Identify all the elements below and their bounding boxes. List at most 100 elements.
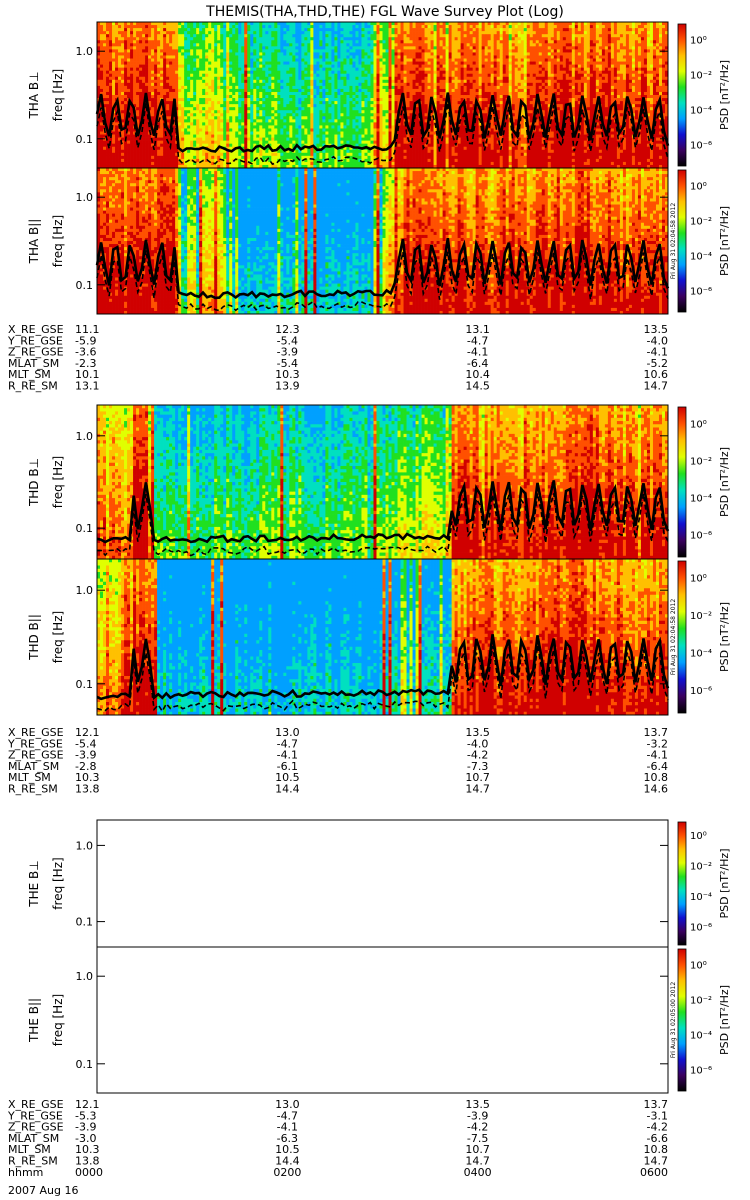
ephemeris-value: 14.7 (644, 1155, 669, 1168)
colorbar-tick-label: 10⁰ (690, 831, 707, 842)
colorbar-tick-label: 10⁻² (690, 862, 712, 873)
colorbar-tick-label: 10⁻⁴ (690, 649, 712, 660)
panel-label: THD B⊥ (27, 458, 41, 507)
timestamp-stamp: Fri Aug 31 02:05:00 2012 (670, 982, 677, 1059)
spectrogram-panel: 1.0 0.1 THA B⊥ freq [Hz] 10⁰ 10⁻² 10⁻⁴ 10⁻⁶ PSD … (27, 21, 731, 169)
ephemeris-value: 13.7 (644, 726, 669, 739)
ephemeris-row-label: Y_RE_GSE (7, 1109, 63, 1122)
ephemeris-value: -4.2 (467, 1121, 488, 1134)
ephemeris-value: 10.7 (465, 1143, 490, 1156)
ephemeris-value: 10.5 (275, 1143, 300, 1156)
ephemeris-value: -4.7 (277, 1109, 298, 1122)
psd-axis-label: PSD [nT²/Hz] (718, 985, 731, 1055)
freq-axis-label: freq [Hz] (51, 456, 65, 508)
timestamp-stamp: Fri Aug 31 02:04:58 2012 (670, 203, 677, 280)
ephemeris-row-label: Z_RE_GSE (8, 749, 64, 762)
colorbar-tick-label: 10⁰ (690, 574, 707, 585)
ephemeris-row-label: X_RE_GSE (8, 726, 64, 739)
ephemeris-value: 13.1 (465, 323, 490, 336)
ephemeris-table: X_RE_GSE 12.1 13.0 13.5 13.7 Y_RE_GSE -5.4 -4.7… (7, 726, 668, 796)
colorbar (677, 23, 687, 167)
spectral-trace (96, 480, 670, 544)
colorbar-tick-label: 10⁻⁴ (690, 493, 712, 504)
spectral-trace-secondary (96, 493, 669, 557)
colorbar-tick-label: 10⁻² (690, 996, 712, 1007)
ephemeris-value: 0200 (273, 1166, 301, 1179)
spectral-trace-secondary (96, 102, 669, 165)
ephemeris-value: -7.5 (467, 1132, 488, 1145)
freq-tick-label: 0.1 (76, 522, 94, 535)
freq-tick-label: 1.0 (76, 191, 94, 204)
psd-axis-label: PSD [nT²/Hz] (718, 206, 731, 276)
ephemeris-row-label: Y_RE_GSE (7, 737, 63, 750)
timestamp-stamp: Fri Aug 31 02:04:58 2012 (670, 599, 677, 676)
ephemeris-value: -3.9 (277, 346, 298, 359)
colorbar-tick-label: 10⁰ (690, 36, 707, 47)
ephemeris-table: X_RE_GSE 11.1 12.3 13.1 13.5 Y_RE_GSE -5.9 -5.4… (7, 323, 668, 393)
colorbar-tick-label: 10⁻² (690, 71, 712, 82)
ephemeris-value: 13.8 (75, 1155, 100, 1168)
colorbar (677, 560, 687, 714)
ephemeris-row-label: R_RE_SM (8, 1155, 58, 1168)
colorbar-tick-label: 10⁻² (690, 217, 712, 228)
ephemeris-value: 12.1 (75, 726, 100, 739)
panel-frame (96, 946, 669, 1094)
freq-tick-label: 0.1 (76, 133, 94, 146)
ephemeris-value: -6.4 (647, 760, 668, 773)
colorbar-tick-label: 10⁻⁶ (690, 530, 712, 541)
freq-axis-label: freq [Hz] (51, 215, 65, 267)
ephemeris-value: -4.0 (467, 737, 488, 750)
colorbar-tick-label: 10⁻⁴ (690, 1031, 712, 1042)
ephemeris-table: X_RE_GSE 12.1 13.0 13.5 13.7 Y_RE_GSE -5.3 -4.7… (7, 1098, 668, 1179)
ephemeris-value: -3.2 (647, 737, 668, 750)
freq-axis-label: freq [Hz] (51, 857, 65, 909)
ephemeris-value: -6.3 (277, 1132, 298, 1145)
ephemeris-value: 10.4 (465, 368, 490, 381)
ephemeris-value: -2.8 (75, 760, 96, 773)
spectrogram-panel: 1.0 0.1 THE B|| freq [Hz] 10⁰ 10⁻² 10⁻⁴ 10⁻⁶ PSD… (27, 946, 731, 1094)
ephemeris-value: 12.3 (275, 323, 300, 336)
ephemeris-value: 14.6 (644, 783, 669, 796)
ephemeris-value: -3.9 (75, 1121, 96, 1134)
freq-tick-label: 1.0 (76, 430, 94, 443)
panel-label: THA B⊥ (27, 71, 41, 119)
date-label: 2007 Aug 16 (8, 1184, 78, 1197)
ephemeris-value: -3.9 (467, 1109, 488, 1122)
colorbar-tick-label: 10⁻⁶ (690, 686, 712, 697)
ephemeris-value: 14.7 (644, 380, 669, 393)
ephemeris-value: -5.3 (75, 1109, 96, 1122)
ephemeris-value: 10.7 (465, 771, 490, 784)
ephemeris-value: -5.4 (75, 737, 96, 750)
freq-tick-label: 1.0 (76, 45, 94, 58)
ephemeris-row-label: X_RE_GSE (8, 323, 64, 336)
ephemeris-value: 13.7 (644, 1098, 669, 1111)
ephemeris-value: 10.5 (275, 771, 300, 784)
ephemeris-value: 10.3 (275, 368, 300, 381)
colorbar (677, 821, 687, 946)
ephemeris-value: 10.3 (75, 1143, 100, 1156)
ephemeris-row-label: MLT_SM (8, 1143, 51, 1156)
ephemeris-value: -2.3 (75, 357, 96, 370)
ephemeris-value: -4.2 (647, 1121, 668, 1134)
ephemeris-value: 14.5 (465, 380, 490, 393)
spectral-trace-secondary (96, 645, 669, 713)
colorbar-tick-label: 10⁻⁴ (690, 252, 712, 263)
ephemeris-row-label: R_RE_SM (8, 380, 58, 393)
ephemeris-value: -4.1 (277, 1121, 298, 1134)
ephemeris-value: 13.8 (75, 783, 100, 796)
panel-frame (96, 558, 669, 716)
ephemeris-value: -3.6 (75, 346, 96, 359)
ephemeris-value: 10.8 (644, 1143, 669, 1156)
ephemeris-row-label: MLAT_SM (8, 1132, 59, 1145)
colorbar-tick-label: 10⁻² (690, 611, 712, 622)
ephemeris-value: -5.9 (75, 334, 96, 347)
ephemeris-value: -4.2 (467, 749, 488, 762)
colorbar-tick-label: 10⁰ (690, 961, 707, 972)
panel-frame (96, 167, 669, 315)
ephemeris-value: 13.1 (75, 380, 100, 393)
ephemeris-value: -3.9 (75, 749, 96, 762)
ephemeris-row-label: MLT_SM (8, 771, 51, 784)
ephemeris-value: 10.8 (644, 771, 669, 784)
spectrogram-panel: 1.0 0.1 THA B|| freq [Hz] 10⁰ 10⁻² 10⁻⁴ 10⁻⁶ PSD… (27, 167, 731, 315)
spectral-trace-secondary (96, 250, 669, 312)
